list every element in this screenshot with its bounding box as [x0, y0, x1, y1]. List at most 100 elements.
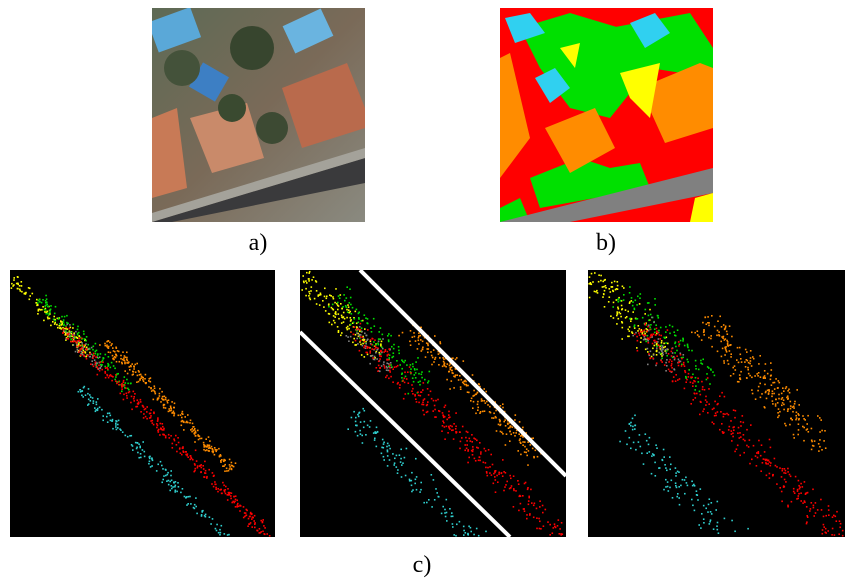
scatter-point — [399, 387, 401, 389]
scatter-point — [820, 419, 822, 421]
scatter-point — [733, 409, 735, 411]
scatter-point — [171, 408, 173, 410]
scatter-point — [705, 404, 707, 406]
scatter-point — [630, 448, 632, 450]
scatter-point — [760, 455, 762, 457]
scatter-point — [342, 306, 344, 308]
scatter-point — [680, 340, 682, 342]
scatter-point — [473, 390, 475, 392]
scatter-point — [687, 359, 689, 361]
scatter-point — [399, 384, 401, 386]
scatter-point — [813, 445, 815, 447]
scatter-point — [424, 379, 426, 381]
scatter-point — [53, 316, 55, 318]
scatter-point — [96, 362, 98, 364]
scatter-point — [634, 324, 636, 326]
scatter-point — [616, 311, 618, 313]
scatter-point — [494, 476, 496, 478]
scatter-point — [712, 371, 714, 373]
scatter-point — [165, 407, 167, 409]
scatter-point — [82, 396, 84, 398]
scatter-point — [442, 420, 444, 422]
scatter-point — [76, 342, 78, 344]
scatter-point — [671, 361, 673, 363]
scatter-point — [354, 344, 356, 346]
scatter-point — [252, 516, 254, 518]
scatter-point — [438, 410, 440, 412]
scatter-point — [170, 435, 172, 437]
scatter-point — [800, 483, 802, 485]
scatter-point — [195, 497, 197, 499]
scatter-point — [654, 304, 656, 306]
scatter-point — [708, 403, 710, 405]
scatter-point — [755, 455, 757, 457]
scatter-point — [174, 413, 176, 415]
scatter-point — [94, 364, 96, 366]
scatter-point — [417, 391, 419, 393]
scatter-point — [669, 487, 671, 489]
scatter-point — [773, 393, 775, 395]
scatter-point — [115, 424, 117, 426]
scatter-point — [622, 308, 624, 310]
scatter-point — [767, 373, 769, 375]
scatter-point — [378, 338, 380, 340]
scatter-point — [653, 340, 655, 342]
scatter-point — [650, 351, 652, 353]
scatter-point — [600, 275, 602, 277]
scatter-point — [83, 350, 85, 352]
scatter-point — [167, 402, 169, 404]
scatter-point — [532, 448, 534, 450]
scatter-point — [77, 329, 79, 331]
scatter-point — [473, 401, 475, 403]
scatter-point — [743, 439, 745, 441]
scatter-point — [418, 343, 420, 345]
scatter-point — [777, 412, 779, 414]
scatter-point — [434, 499, 436, 501]
scatter-point — [116, 383, 118, 385]
scatter-point — [340, 294, 342, 296]
aerial-photo — [152, 8, 365, 222]
scatter-point — [262, 522, 264, 524]
scatter-point — [764, 384, 766, 386]
scatter-point — [427, 388, 429, 390]
scatter-point — [502, 407, 504, 409]
scatter-point — [331, 324, 333, 326]
scatter-point — [443, 361, 445, 363]
scatter-point — [730, 344, 732, 346]
scatter-point — [370, 355, 372, 357]
scatter-point — [820, 499, 822, 501]
scatter-point — [717, 529, 719, 531]
scatter-point — [121, 383, 123, 385]
scatter-point — [381, 453, 383, 455]
scatter-point — [686, 379, 688, 381]
scatter-point — [149, 413, 151, 415]
scatter-point — [161, 482, 163, 484]
scatter-point — [174, 486, 176, 488]
scatter-point — [761, 393, 763, 395]
scatter-point — [152, 460, 154, 462]
scatter-point — [46, 298, 48, 300]
scatter-point — [522, 444, 524, 446]
scatter-point — [169, 490, 171, 492]
scatter-point — [654, 332, 656, 334]
scatter-point — [680, 353, 682, 355]
scatter-point — [469, 438, 471, 440]
scatter-point — [765, 460, 767, 462]
scatter-point — [485, 462, 487, 464]
scatter-point — [787, 471, 789, 473]
scatter-point — [711, 513, 713, 515]
scatter-point — [442, 414, 444, 416]
scatter-point — [383, 447, 385, 449]
scatter-point — [642, 317, 644, 319]
scatter-point — [116, 347, 118, 349]
scatter-point — [662, 352, 664, 354]
scatter-point — [798, 480, 800, 482]
scatter-point — [823, 440, 825, 442]
scatter-point — [223, 459, 225, 461]
scatter-point — [331, 307, 333, 309]
scatter-point — [361, 320, 363, 322]
scatter-point — [201, 515, 203, 517]
scatter-point — [617, 313, 619, 315]
scatter-point — [677, 379, 679, 381]
scatter-point — [115, 376, 117, 378]
